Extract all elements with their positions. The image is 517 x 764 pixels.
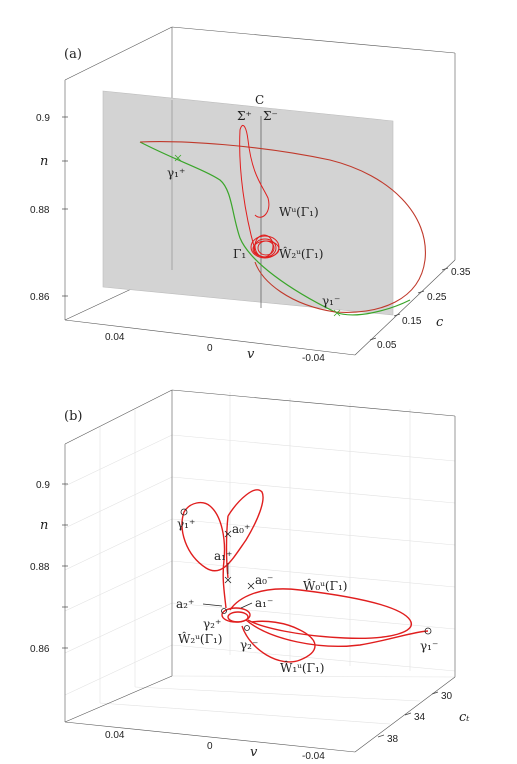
panel-b-v-label: v [250,745,258,760]
panel-b-gamma2-minus-label: γ₂⁻ [240,638,258,652]
panel-b-a1-minus-label: a₁⁻ [255,596,273,610]
panel-a-v-tick-0.04: 0.04 [105,332,125,343]
panel-b-inner-loop-2 [227,611,249,623]
panel-a-c-tick-0.35: 0.35 [451,267,471,278]
panel-b-curve-upper-loop [181,489,264,572]
panel-a-n-tick-0.9: 0.9 [36,113,50,124]
panel-b-w2-manifold-label: Ŵ₂ᵘ(Γ₁) [178,631,222,646]
panel-a-label: (a) [64,47,82,62]
panel-a-section-plane [102,90,394,316]
panel-b-curve-to-gamma1-minus [245,619,429,647]
panel-b-ct-tick-34: 34 [414,712,426,723]
panel-a-n-ticks [62,116,68,297]
panel-a-v-label: v [247,347,255,362]
panel-a-gamma1-minus-label: γ₁⁻ [322,294,340,308]
panel-a-v-tick-0: 0 [207,343,213,354]
panel-b-v-tick--0.04: -0.04 [302,751,325,762]
panel-b-grid [64,392,456,725]
panel-a-n-label: n [40,154,48,169]
panel-b-n-tick-0.9: 0.9 [36,480,50,491]
panel-a-periodic-orbit-bundle [250,234,280,259]
panel-b-gamma2-minus-marker [244,625,250,631]
panel-a-c-tick-0.25: 0.25 [427,292,447,303]
panel-a-red-upper-spike [239,124,270,251]
panel-a-plane-label: C [255,93,264,107]
panel-b-n-ticks [62,483,68,649]
panel-b-a0-plus-label: a₀⁺ [232,522,250,536]
panel-b-n-tick-0.88: 0.88 [30,562,50,573]
panel-b-manifold-curves [181,489,429,663]
panel-a-c-tick-0.05: 0.05 [377,340,397,351]
panel-a-gamma1-minus-marker [333,309,341,317]
panel-b-w0-manifold-label: Ŵ₀ᵘ(Γ₁) [303,578,347,593]
panel-a-c-tick-0.15: 0.15 [402,316,422,327]
panel-b-ct-tick-38: 38 [387,734,399,745]
panel-a-v-tick--0.04: -0.04 [302,353,325,364]
panel-b-n-tick-0.86: 0.86 [30,644,50,655]
panel-a-box [64,26,456,356]
panel-b-label: (b) [64,409,82,424]
panel-b: 0.9 0.88 0.86 n 0.04 0 -0.04 v 30 34 38 … [30,389,470,762]
panel-a-n-tick-0.88: 0.88 [30,205,50,216]
panel-a-unstable-manifold-label: Wᵘ(Γ₁) [279,205,319,219]
panel-b-ct-tick-30: 30 [441,691,453,702]
panel-b-curve-a1-stem [225,515,229,579]
panel-b-a2-plus-label: a₂⁺ [176,597,194,611]
panel-b-ct-ticks [377,691,439,738]
panel-b-curve-large-right-loop [229,588,413,640]
panel-b-arrows [202,563,253,609]
panel-a-sigma-plus: Σ⁺ [237,109,252,123]
panel-a-gamma-orbit-label: Γ₁ [233,247,246,261]
panel-b-curve-left-drop [183,501,227,609]
panel-a-gamma1-plus-marker [174,154,182,162]
panel-b-box [64,389,456,753]
panel-a-sigma-minus: Σ⁻ [263,109,278,123]
panel-b-w1-manifold-label: Ŵ₁ᵘ(Γ₁) [280,660,324,675]
panel-a-c-label: c [436,315,444,330]
panel-b-a1-plus-label: a₁⁺ [214,549,232,563]
panel-b-a0-minus-label: a₀⁻ [255,573,273,587]
panel-a-green-connecting-orbit [139,141,411,316]
panel-b-v-tick-0.04: 0.04 [105,730,125,741]
panel-b-gamma1-plus-label: γ₁⁺ [177,517,195,531]
panel-a-w2-manifold-label: Ŵ₂ᵘ(Γ₁) [279,246,323,261]
panel-a-c-ticks [369,267,449,341]
panel-b-gamma2-plus-marker [221,608,227,614]
panel-b-curve-lower-loop [241,620,316,663]
panel-b-markers [180,508,432,635]
panel-a-n-tick-0.86: 0.86 [30,292,50,303]
panel-b-ct-label: cₜ [459,710,470,725]
panel-b-gamma1-minus-label: γ₁⁻ [420,639,438,653]
panel-b-gamma1-minus-marker [424,627,432,635]
panel-b-v-tick-0: 0 [207,741,213,752]
panel-b-n-label: n [40,518,48,533]
panel-a-gamma1-plus-label: γ₁⁺ [167,166,185,180]
panel-b-gamma2-plus-label: γ₂⁺ [203,617,221,631]
panel-a: 0.9 0.88 0.86 n 0.04 0 -0.04 v 0.35 0.25… [30,26,471,364]
panel-b-gamma1-plus-marker [180,508,188,516]
